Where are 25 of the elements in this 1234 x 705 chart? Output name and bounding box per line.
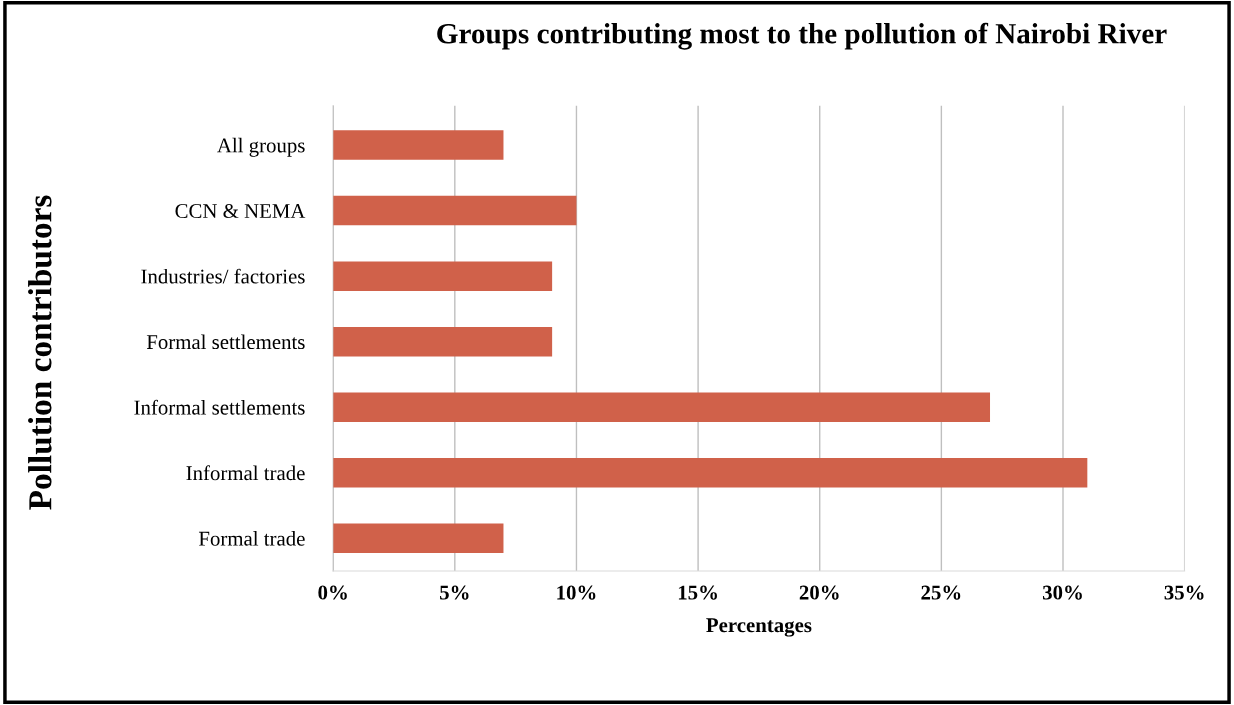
bar xyxy=(333,326,553,357)
x-tick-label: 25% xyxy=(921,585,961,600)
bar xyxy=(333,130,504,160)
x-tick-label: 15% xyxy=(678,585,717,600)
x-tick-label: 30% xyxy=(1042,585,1082,600)
y-tick-label: CCN & NEMA xyxy=(175,203,306,219)
x-tick-label: 5% xyxy=(440,585,469,600)
y-tick-label: All groups xyxy=(217,137,305,157)
x-axis-title: Percentages xyxy=(706,618,812,637)
bar xyxy=(333,261,553,291)
x-tick-label: 0% xyxy=(318,585,347,600)
x-tick-label: 10% xyxy=(557,585,596,600)
x-tick-label: 35% xyxy=(1164,585,1204,600)
bar xyxy=(333,195,577,226)
bar xyxy=(333,392,991,422)
y-tick-label: Industries/ factories xyxy=(141,268,305,284)
y-tick-label: Formal settlements xyxy=(146,334,305,350)
y-tick-label: Informal trade xyxy=(186,465,305,481)
x-tick-label: 20% xyxy=(799,585,839,600)
y-tick-label: Informal settlements xyxy=(134,399,305,415)
y-tick-label: Formal trade xyxy=(198,531,305,546)
bar xyxy=(333,458,1088,488)
bar xyxy=(333,523,504,554)
y-axis-title: Pollution contributors xyxy=(28,195,52,510)
chart-title: Groups contributing most to the pollution of Nairobi River xyxy=(437,22,1167,50)
